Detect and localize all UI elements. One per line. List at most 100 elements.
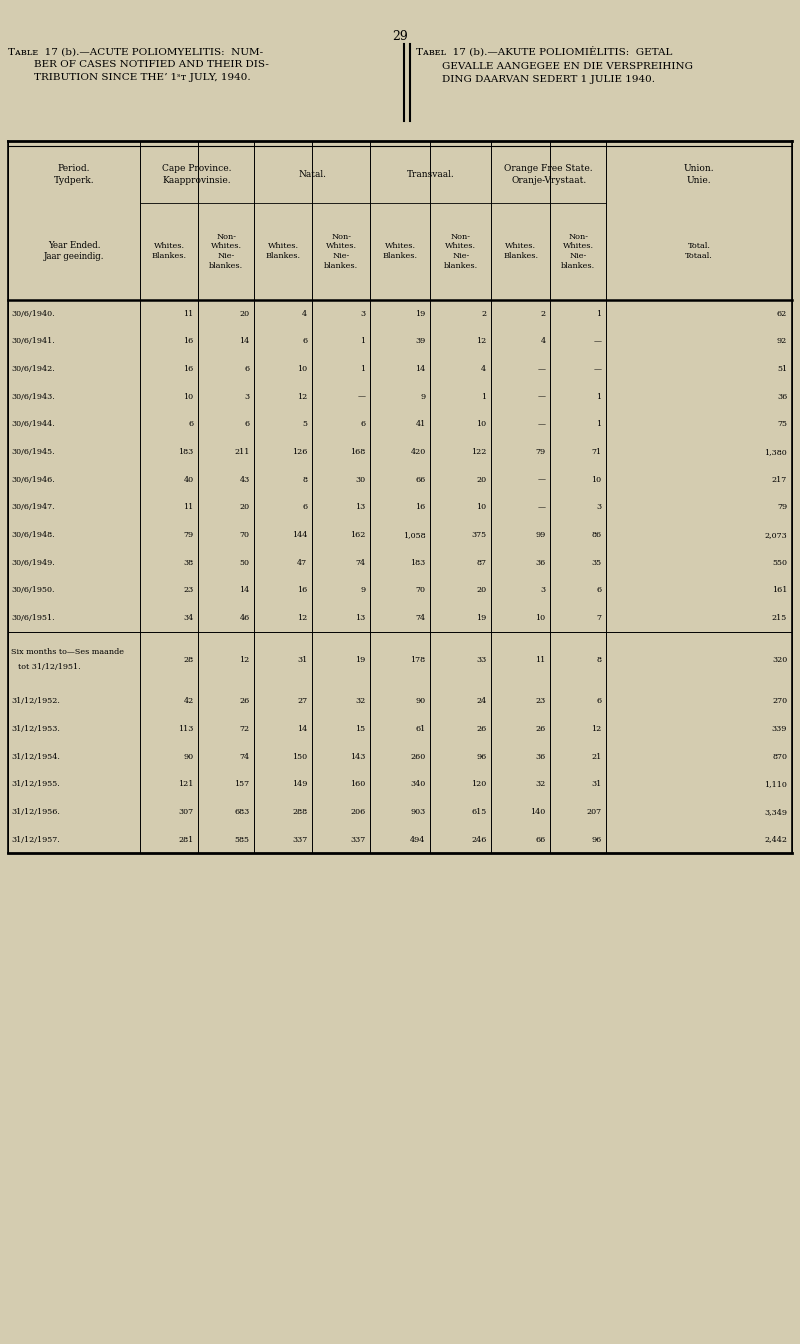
Text: 3,349: 3,349	[764, 808, 787, 816]
Text: 206: 206	[350, 808, 366, 816]
Text: 51: 51	[777, 366, 787, 372]
Text: 24: 24	[476, 698, 486, 706]
Text: 10: 10	[535, 614, 546, 622]
Text: 79: 79	[535, 448, 546, 456]
Text: 10: 10	[591, 476, 602, 484]
Text: 35: 35	[591, 559, 602, 567]
Text: 47: 47	[297, 559, 307, 567]
Text: 61: 61	[415, 724, 426, 732]
Text: —: —	[594, 337, 602, 345]
Text: 23: 23	[183, 586, 194, 594]
Text: 10: 10	[297, 366, 307, 372]
Text: 10: 10	[476, 504, 486, 511]
Text: 62: 62	[777, 309, 787, 317]
Text: 30/6/1949.: 30/6/1949.	[11, 559, 55, 567]
Text: 15: 15	[355, 724, 366, 732]
Text: 74: 74	[355, 559, 366, 567]
Text: 494: 494	[410, 836, 426, 844]
Text: 31/12/1955.: 31/12/1955.	[11, 781, 60, 788]
Text: Tᴀʙʟᴇ  17 (b).—ACUTE POLIOMYELITIS:  NUM-
        BER OF CASES NOTIFIED AND THEI: Tᴀʙʟᴇ 17 (b).—ACUTE POLIOMYELITIS: NUM- …	[8, 47, 269, 82]
Text: 4: 4	[302, 309, 307, 317]
Text: 30/6/1950.: 30/6/1950.	[11, 586, 54, 594]
Text: 183: 183	[410, 559, 426, 567]
Text: 14: 14	[297, 724, 307, 732]
Text: 2,073: 2,073	[765, 531, 787, 539]
Text: 375: 375	[471, 531, 486, 539]
Text: 50: 50	[240, 559, 250, 567]
Text: 36: 36	[535, 559, 546, 567]
Text: 11: 11	[183, 504, 194, 511]
Text: 70: 70	[240, 531, 250, 539]
Text: Natal.: Natal.	[298, 171, 326, 179]
Text: 32: 32	[355, 698, 366, 706]
Text: 161: 161	[772, 586, 787, 594]
Text: 2: 2	[541, 309, 546, 317]
Text: Whites.
Blankes.: Whites. Blankes.	[266, 242, 301, 261]
Text: 143: 143	[350, 753, 366, 761]
Text: 3: 3	[245, 392, 250, 401]
Text: 39: 39	[415, 337, 426, 345]
Text: 6: 6	[361, 421, 366, 429]
Text: 320: 320	[772, 656, 787, 664]
Text: 122: 122	[471, 448, 486, 456]
Text: 140: 140	[530, 808, 546, 816]
Text: 32: 32	[535, 781, 546, 788]
Text: 260: 260	[410, 753, 426, 761]
Text: Union.
Unie.: Union. Unie.	[684, 164, 714, 185]
Text: 10: 10	[183, 392, 194, 401]
Text: 31/12/1956.: 31/12/1956.	[11, 808, 60, 816]
Text: 6: 6	[245, 366, 250, 372]
Text: 74: 74	[239, 753, 250, 761]
Text: 870: 870	[772, 753, 787, 761]
Text: 20: 20	[476, 586, 486, 594]
Text: 46: 46	[239, 614, 250, 622]
Text: 72: 72	[239, 724, 250, 732]
Text: Transvaal.: Transvaal.	[407, 171, 454, 179]
Text: 66: 66	[535, 836, 546, 844]
Text: 615: 615	[471, 808, 486, 816]
Text: —: —	[358, 392, 366, 401]
Text: —: —	[538, 421, 546, 429]
Text: 168: 168	[350, 448, 366, 456]
Text: —: —	[538, 366, 546, 372]
Text: 31/12/1954.: 31/12/1954.	[11, 753, 60, 761]
Text: tot 31/12/1951.: tot 31/12/1951.	[18, 663, 80, 671]
Text: 19: 19	[415, 309, 426, 317]
Text: 121: 121	[178, 781, 194, 788]
Text: 43: 43	[239, 476, 250, 484]
Text: 31/12/1953.: 31/12/1953.	[11, 724, 60, 732]
Text: 157: 157	[234, 781, 250, 788]
Text: 11: 11	[183, 309, 194, 317]
Text: 79: 79	[183, 531, 194, 539]
Text: —: —	[594, 366, 602, 372]
Text: 7: 7	[597, 614, 602, 622]
Text: 1: 1	[597, 421, 602, 429]
Text: 71: 71	[591, 448, 602, 456]
Text: 178: 178	[410, 656, 426, 664]
Text: 1: 1	[597, 309, 602, 317]
Text: 162: 162	[350, 531, 366, 539]
Text: 26: 26	[535, 724, 546, 732]
Text: 92: 92	[777, 337, 787, 345]
Text: 30: 30	[355, 476, 366, 484]
Text: 20: 20	[239, 504, 250, 511]
Text: 6: 6	[302, 337, 307, 345]
Text: 8: 8	[302, 476, 307, 484]
Text: 126: 126	[292, 448, 307, 456]
Text: 40: 40	[183, 476, 194, 484]
Text: 9: 9	[361, 586, 366, 594]
Text: Non-
Whites.
Nie-
blankes.: Non- Whites. Nie- blankes.	[562, 233, 595, 270]
Text: 11: 11	[535, 656, 546, 664]
Text: 19: 19	[355, 656, 366, 664]
Text: 36: 36	[777, 392, 787, 401]
Text: 16: 16	[297, 586, 307, 594]
Text: 30/6/1941.: 30/6/1941.	[11, 337, 55, 345]
Text: 2,442: 2,442	[764, 836, 787, 844]
Text: 30/6/1947.: 30/6/1947.	[11, 504, 55, 511]
Text: 38: 38	[183, 559, 194, 567]
Text: 4: 4	[541, 337, 546, 345]
Text: 113: 113	[178, 724, 194, 732]
Text: 1,380: 1,380	[765, 448, 787, 456]
Text: 270: 270	[772, 698, 787, 706]
Text: 1: 1	[482, 392, 486, 401]
